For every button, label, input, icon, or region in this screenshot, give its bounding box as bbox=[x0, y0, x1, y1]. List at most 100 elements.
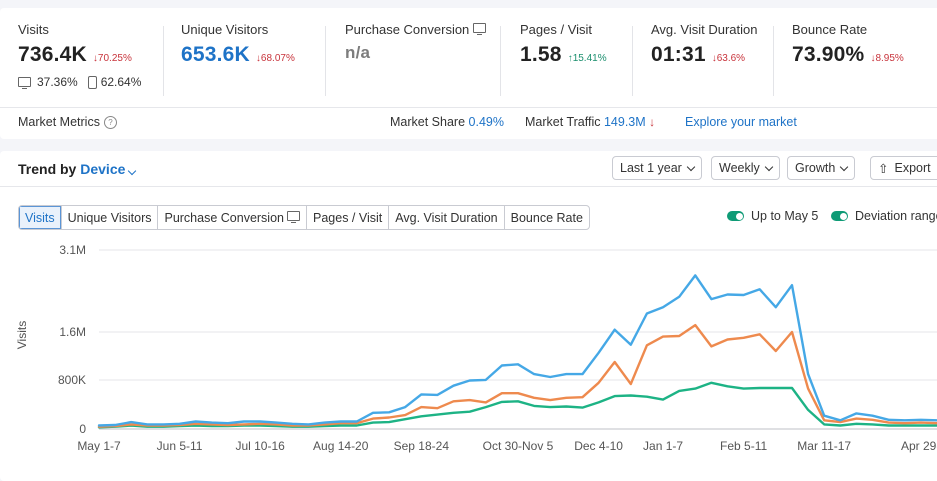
explore-market-link[interactable]: Explore your market bbox=[685, 115, 797, 129]
arrow-down-icon: ↓ bbox=[255, 53, 261, 64]
divider bbox=[0, 186, 937, 187]
tab-unique-visitors[interactable]: Unique Visitors bbox=[62, 206, 159, 229]
tab-avg-visit-duration[interactable]: Avg. Visit Duration bbox=[389, 206, 505, 229]
metric-label-text: Pages / Visit bbox=[520, 22, 593, 37]
series-line-desktop bbox=[97, 381, 937, 429]
mode-dropdown[interactable]: Growth bbox=[787, 156, 856, 180]
metric-value: 73.90% bbox=[792, 43, 865, 66]
metric-value-row: 653.6K ↓68.07% bbox=[181, 43, 295, 67]
tab-label: Unique Visitors bbox=[67, 210, 152, 225]
metric-value: 01:31 bbox=[651, 43, 706, 66]
metric-card: Unique Visitors 653.6K ↓68.07% bbox=[181, 22, 295, 98]
metric-label-text: Purchase Conversion bbox=[345, 22, 470, 37]
metric-value-row: n/a bbox=[345, 43, 486, 63]
tab-label: Purchase Conversion bbox=[164, 210, 284, 225]
divider bbox=[0, 107, 937, 108]
metric-separator bbox=[325, 26, 326, 96]
export-icon: ⇧ bbox=[878, 161, 889, 176]
series-line-total bbox=[97, 274, 937, 427]
metric-label: Avg. Visit Duration bbox=[651, 22, 757, 37]
metric-label: Visits bbox=[18, 22, 141, 37]
metric-change-value: 63.6% bbox=[716, 53, 746, 64]
desktop-icon bbox=[287, 211, 300, 223]
metric-label: Unique Visitors bbox=[181, 22, 295, 37]
y-tick-label: 3.1M bbox=[59, 243, 86, 257]
toggle-switch-icon bbox=[727, 211, 744, 221]
metric-card: Avg. Visit Duration 01:31 ↓63.6% bbox=[651, 22, 757, 98]
tab-bounce-rate[interactable]: Bounce Rate bbox=[505, 206, 589, 229]
export-label: Export bbox=[894, 161, 931, 175]
market-traffic-label: Market Traffic bbox=[525, 115, 601, 129]
metric-change: ↓8.95% bbox=[870, 53, 903, 64]
arrow-down-icon: ↓ bbox=[649, 115, 656, 129]
arrow-down-icon: ↓ bbox=[92, 53, 98, 64]
y-axis-label: Visits bbox=[15, 321, 29, 349]
info-icon[interactable]: ? bbox=[103, 116, 117, 130]
x-tick-label: Feb 5-11 bbox=[720, 439, 767, 453]
tab-purchase-conversion[interactable]: Purchase Conversion bbox=[158, 206, 307, 229]
trend-title-prefix: Trend by bbox=[18, 161, 77, 177]
metric-card: Pages / Visit 1.58 ↑15.41% bbox=[520, 22, 607, 98]
metric-card: Bounce Rate 73.90% ↓8.95% bbox=[792, 22, 904, 98]
toggle-switch-icon bbox=[831, 211, 848, 221]
x-tick-label: May 1-7 bbox=[77, 439, 121, 453]
tab-label: Pages / Visit bbox=[313, 210, 383, 225]
metric-label-text: Avg. Visit Duration bbox=[651, 22, 758, 37]
tab-pages-visit[interactable]: Pages / Visit bbox=[307, 206, 390, 229]
visits-chart: 0 800K 1.6M 3.1M Visits May 1-7 Jun 5-11 Jul 10… bbox=[15, 243, 937, 453]
tab-visits[interactable]: Visits bbox=[19, 206, 62, 229]
mobile-icon bbox=[87, 75, 97, 89]
metric-value-row: 736.4K ↓70.25% bbox=[18, 43, 141, 67]
metric-value[interactable]: 653.6K bbox=[181, 43, 250, 66]
period-label: Last 1 year bbox=[620, 161, 682, 175]
arrow-down-icon: ↓ bbox=[870, 53, 876, 64]
device-split: 37.36% 62.64% bbox=[18, 75, 141, 89]
x-tick-label: Dec 4-10 bbox=[574, 439, 623, 453]
series-line-mobile bbox=[97, 323, 937, 428]
metric-card: Purchase Conversion n/a bbox=[345, 22, 487, 98]
x-tick-label: Sep 18-24 bbox=[394, 439, 450, 453]
market-share-value: 0.49% bbox=[468, 115, 504, 129]
trend-panel: Trend by Device Last 1 year Weekly Growt… bbox=[0, 151, 937, 481]
up-to-toggle[interactable]: Up to May 5 bbox=[727, 209, 818, 223]
metric-value: 1.58 bbox=[520, 43, 562, 66]
metric-change: ↑15.41% bbox=[568, 53, 607, 64]
x-tick-label: Apr 29-May 5 bbox=[901, 439, 937, 453]
device-dropdown[interactable]: Device bbox=[80, 161, 137, 177]
x-tick-label: Jan 1-7 bbox=[643, 439, 683, 453]
market-share: Market Share 0.49% bbox=[390, 115, 504, 129]
x-tick-label: Aug 14-20 bbox=[313, 439, 369, 453]
x-tick-label: Jun 5-11 bbox=[157, 439, 203, 453]
metric-change: ↓63.6% bbox=[712, 53, 745, 64]
granularity-dropdown[interactable]: Weekly bbox=[711, 156, 780, 180]
metric-value-row: 73.90% ↓8.95% bbox=[792, 43, 904, 67]
market-traffic-value: 149.3M bbox=[603, 115, 646, 129]
mobile-share: 62.64% bbox=[100, 75, 142, 89]
x-tick-label: Jul 10-16 bbox=[235, 439, 285, 453]
metric-change-value: 68.07% bbox=[260, 53, 295, 64]
metric-change-value: 8.95% bbox=[875, 53, 904, 64]
metric-separator bbox=[163, 26, 164, 96]
y-tick-label: 0 bbox=[79, 422, 86, 436]
x-tick-label: Mar 11-17 bbox=[797, 439, 851, 453]
metric-label: Pages / Visit bbox=[520, 22, 607, 37]
market-metrics: Market Metrics? bbox=[18, 115, 117, 130]
period-dropdown[interactable]: Last 1 year bbox=[612, 156, 702, 180]
metric-label: Bounce Rate bbox=[792, 22, 904, 37]
metric-card: Visits 736.4K ↓70.25% 37.36% 62.64% bbox=[18, 22, 141, 98]
desktop-icon bbox=[18, 77, 31, 89]
metric-label: Purchase Conversion bbox=[345, 22, 487, 37]
metric-value-row: 01:31 ↓63.6% bbox=[651, 43, 757, 67]
metric-label-text: Visits bbox=[18, 22, 49, 37]
metric-value: 736.4K bbox=[18, 43, 87, 66]
tab-label: Avg. Visit Duration bbox=[395, 210, 498, 225]
metrics-panel: Visits 736.4K ↓70.25% 37.36% 62.64% Unique Vi… bbox=[0, 8, 937, 139]
desktop-share: 37.36% bbox=[37, 75, 78, 89]
export-button[interactable]: ⇧ Export bbox=[870, 156, 937, 180]
y-tick-label: 1.6M bbox=[59, 325, 86, 339]
deviation-toggle[interactable]: Deviation range bbox=[831, 209, 937, 223]
metric-change: ↓68.07% bbox=[256, 53, 295, 64]
arrow-up-icon: ↑ bbox=[567, 53, 573, 64]
trend-title: Trend by Device bbox=[18, 161, 137, 177]
granularity-label: Weekly bbox=[719, 161, 760, 175]
